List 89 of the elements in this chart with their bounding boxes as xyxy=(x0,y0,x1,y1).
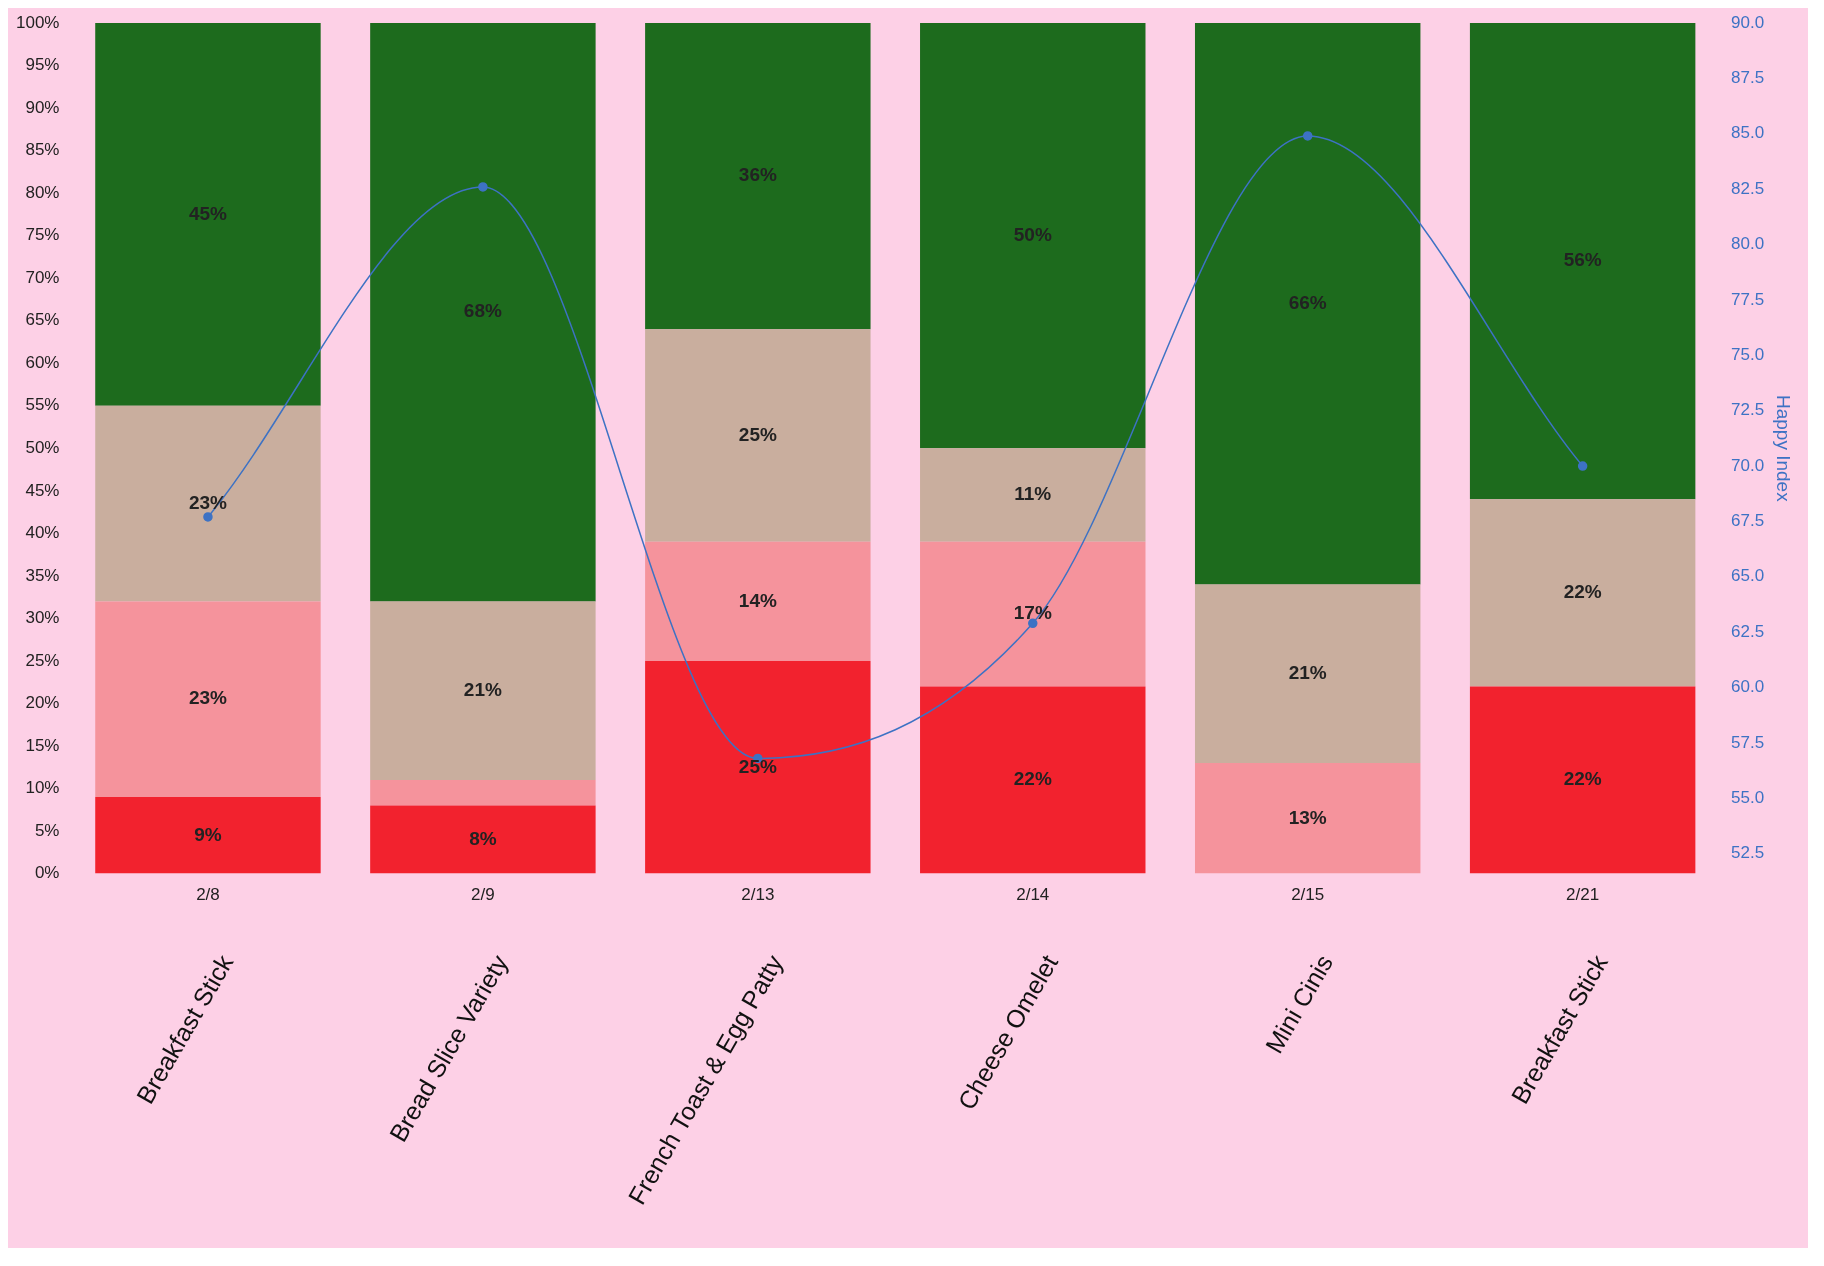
y2-tick-label: 77.5 xyxy=(1731,289,1765,309)
data-label: 25% xyxy=(738,755,777,777)
bar xyxy=(370,601,596,781)
bar xyxy=(95,405,321,602)
data-label: 22% xyxy=(1563,581,1602,603)
x-tick-label: 2/9 xyxy=(471,885,495,905)
x-tick-label: 2/15 xyxy=(1291,885,1325,905)
bar xyxy=(920,23,1146,449)
y-tick-label: 35% xyxy=(25,565,60,585)
y-tick-label: 90% xyxy=(25,97,60,117)
bar xyxy=(1194,584,1421,764)
data-label: 50% xyxy=(1013,223,1052,245)
y-tick-label: 10% xyxy=(25,778,60,798)
bar xyxy=(645,23,871,330)
bar xyxy=(1469,23,1696,500)
data-label: 68% xyxy=(463,300,503,322)
data-label: 22% xyxy=(1013,768,1052,790)
y-tick-label: 0% xyxy=(34,863,60,883)
data-label: 25% xyxy=(738,423,777,445)
y2-tick-label: 70.0 xyxy=(1731,455,1765,475)
y-tick-label: 65% xyxy=(25,310,60,330)
y-tick-label: 5% xyxy=(34,820,60,840)
x-tick-label: 2/8 xyxy=(196,885,220,905)
data-label: 21% xyxy=(1288,661,1327,683)
bar xyxy=(920,541,1146,687)
data-label: 56% xyxy=(1563,249,1602,271)
y-tick-label: 40% xyxy=(25,523,60,543)
data-label: 36% xyxy=(738,164,777,186)
x-tick-label: 2/21 xyxy=(1566,885,1600,905)
y2-tick-label: 87.5 xyxy=(1731,68,1765,88)
y-tick-label: 45% xyxy=(25,480,60,500)
y2-tick-label: 82.5 xyxy=(1731,178,1765,198)
bar xyxy=(370,805,596,874)
y2-tick-label: 85.0 xyxy=(1731,123,1765,143)
y2-tick-label: 52.5 xyxy=(1731,843,1765,863)
y2-tick-label: 67.5 xyxy=(1731,511,1765,531)
y-tick-label: 100% xyxy=(16,12,60,32)
y2-tick-label: 57.5 xyxy=(1731,732,1765,752)
point xyxy=(203,512,213,522)
bar xyxy=(645,660,871,874)
y-tick-label: 55% xyxy=(25,395,60,415)
bar xyxy=(645,329,871,542)
point xyxy=(478,182,488,192)
bar xyxy=(95,23,321,406)
bar xyxy=(1469,686,1696,874)
y-tick-label: 70% xyxy=(25,267,60,287)
y-tick-label: 75% xyxy=(25,225,60,245)
y2-tick-label: 60.0 xyxy=(1731,677,1765,697)
bar xyxy=(1194,23,1421,585)
bar xyxy=(95,797,321,874)
y2-tick-label: 80.0 xyxy=(1731,234,1765,254)
y-tick-label: 15% xyxy=(25,735,60,755)
data-label: 23% xyxy=(188,687,228,709)
data-label: 66% xyxy=(1288,291,1327,313)
y2-tick-label: 90.0 xyxy=(1731,12,1765,32)
y-tick-label: 85% xyxy=(25,140,60,160)
data-label: 21% xyxy=(463,678,503,700)
data-label: 22% xyxy=(1563,768,1602,790)
bar xyxy=(920,448,1146,542)
data-label: 9% xyxy=(194,823,222,845)
bar xyxy=(920,686,1146,874)
y2-tick-label: 62.5 xyxy=(1731,621,1765,641)
bar xyxy=(370,23,596,602)
y2-tick-label: 55.0 xyxy=(1731,787,1765,807)
data-label: 8% xyxy=(469,827,497,849)
data-label: 45% xyxy=(188,202,228,224)
bar xyxy=(1194,763,1421,874)
y-tick-label: 50% xyxy=(25,437,60,457)
y2-axis-title: Happy Index xyxy=(1773,394,1795,503)
point xyxy=(1577,461,1588,471)
y-tick-label: 95% xyxy=(25,55,60,75)
data-label: 13% xyxy=(1288,806,1327,828)
y-tick-label: 20% xyxy=(25,693,60,713)
x-tick-label: 2/13 xyxy=(741,885,775,905)
data-label: 11% xyxy=(1014,483,1052,505)
y2-tick-label: 65.0 xyxy=(1731,566,1765,586)
y-tick-label: 60% xyxy=(25,352,60,372)
y2-tick-label: 72.5 xyxy=(1731,400,1765,420)
y-tick-label: 25% xyxy=(25,650,60,670)
y-tick-label: 30% xyxy=(25,608,60,628)
x-tick-label: 2/14 xyxy=(1016,885,1050,905)
bar xyxy=(95,601,321,798)
point xyxy=(1302,131,1313,141)
y-tick-label: 80% xyxy=(25,182,60,202)
data-label: 14% xyxy=(738,589,777,611)
bar xyxy=(1469,499,1696,687)
y2-tick-label: 75.0 xyxy=(1731,344,1765,364)
bar xyxy=(370,780,596,806)
bar xyxy=(645,541,871,661)
